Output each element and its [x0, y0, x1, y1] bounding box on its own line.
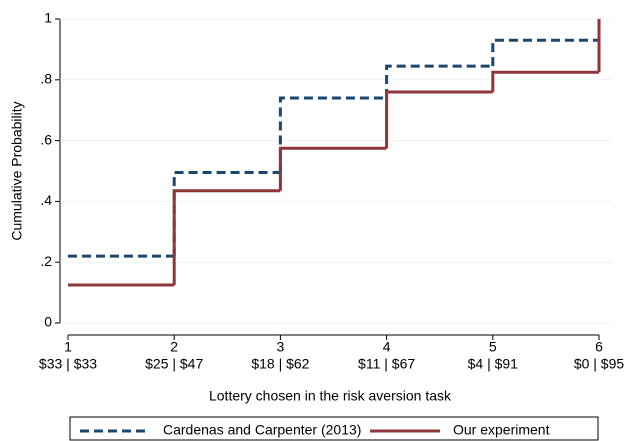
step-segment [385, 90, 493, 149]
x-tick-sublabel: $11 | $67 [358, 356, 415, 372]
y-tick-label: .8 [40, 71, 52, 87]
x-tick-label: 5 [489, 339, 497, 355]
y-axis-label: Cumulative Probability [9, 101, 25, 240]
x-tick-label: 1 [64, 339, 72, 355]
step-segment [385, 64, 493, 99]
y-tick-label: .4 [40, 192, 52, 208]
legend-label: Cardenas and Carpenter (2013) [163, 422, 361, 438]
y-tick-label: 1 [44, 10, 52, 26]
y-tick-label: 0 [44, 314, 52, 330]
step-segment [278, 96, 387, 173]
x-tick-label: 2 [170, 339, 178, 355]
step-segment [172, 189, 281, 285]
y-tick-label: .6 [40, 131, 52, 147]
x-tick-sublabel: $0 | $95 [574, 356, 625, 372]
x-tick-sublabel: $33 | $33 [39, 356, 97, 372]
step-segment [172, 171, 281, 257]
step-segment [278, 146, 387, 191]
legend-label: Our experiment [453, 422, 550, 438]
x-axis-label: Lottery chosen in the risk aversion task [209, 388, 452, 404]
y-tick-label: .2 [40, 253, 52, 269]
x-tick-sublabel: $25 | $47 [145, 356, 203, 372]
x-tick-label: 4 [383, 339, 391, 355]
x-tick-sublabel: $18 | $62 [251, 356, 309, 372]
x-tick-label: 3 [277, 339, 285, 355]
step-segment [491, 70, 599, 92]
x-tick-label: 6 [595, 339, 603, 355]
legend-box [69, 416, 599, 441]
step-segment [491, 38, 599, 67]
x-tick-sublabel: $4 | $91 [468, 356, 519, 372]
